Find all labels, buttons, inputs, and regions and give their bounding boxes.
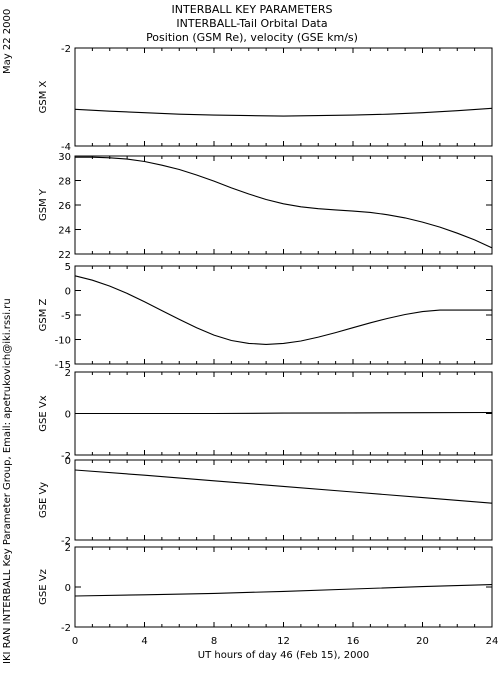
y-tick-label: -2 [61, 451, 71, 462]
y-tick-label: -2 [61, 536, 71, 547]
y-tick-label: 2 [65, 368, 71, 379]
x-tick-label: 8 [211, 636, 217, 647]
x-axis-label: UT hours of day 46 (Feb 15), 2000 [198, 650, 369, 661]
y-axis-label: GSM Z [38, 298, 49, 331]
series-line [74, 584, 493, 597]
panel-frame [74, 459, 493, 541]
y-tick-label: -2 [61, 44, 71, 55]
panel-frame [74, 47, 493, 147]
y-axis-label: GSM Y [38, 188, 49, 221]
series-line [75, 411, 493, 415]
y-tick-label: 0 [65, 410, 71, 421]
chart-title: INTERBALL KEY PARAMETERS [171, 3, 333, 16]
y-tick-label: -15 [55, 360, 71, 371]
x-tick-label: 16 [347, 636, 360, 647]
y-axis-label: GSM X [38, 80, 49, 113]
y-axis-label: GSE Vy [38, 482, 49, 518]
y-tick-label: 5 [65, 262, 71, 273]
x-tick-label: 24 [486, 636, 499, 647]
series-line [74, 275, 492, 345]
y-tick-label: 0 [65, 287, 71, 298]
y-tick-label: 0 [65, 456, 71, 467]
y-tick-label: -2 [61, 623, 71, 634]
y-tick-label: -5 [61, 311, 71, 322]
series-line [74, 107, 493, 117]
series-line [75, 156, 493, 249]
y-tick-label: 0 [65, 583, 71, 594]
x-tick-label: 0 [72, 636, 78, 647]
chart-subtitle: INTERBALL-Tail Orbital Data [176, 17, 328, 30]
y-tick-label: 22 [58, 250, 71, 261]
x-tick-label: 12 [277, 636, 290, 647]
chart-subtitle-2: Position (GSM Re), velocity (GSE km/s) [146, 31, 358, 44]
x-tick-label: 20 [416, 636, 429, 647]
panel-frame [74, 546, 493, 628]
y-tick-label: 2 [65, 543, 71, 554]
y-axis-label: GSE Vx [38, 395, 49, 431]
panel-frame [74, 265, 493, 365]
y-tick-label: 24 [58, 226, 71, 237]
y-tick-label: 30 [58, 152, 71, 163]
y-tick-label: -10 [55, 336, 71, 347]
series-line [74, 469, 493, 504]
y-tick-label: 28 [58, 177, 71, 188]
y-tick-label: -4 [61, 142, 71, 153]
x-tick-label: 4 [141, 636, 147, 647]
panel-frame [74, 155, 493, 255]
y-axis-label: GSE Vz [38, 569, 49, 605]
y-tick-label: 26 [58, 201, 71, 212]
